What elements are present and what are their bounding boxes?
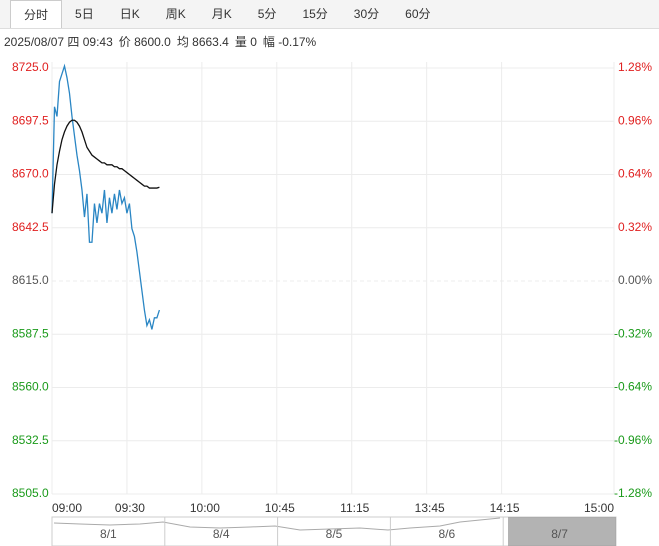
- y2-tick-label: -1.28%: [614, 486, 652, 500]
- tab[interactable]: 30分: [353, 7, 380, 21]
- tab[interactable]: 15分: [302, 7, 328, 21]
- navigator-sparkline: [53, 517, 501, 531]
- tab[interactable]: 分时: [10, 0, 63, 28]
- info-item: 幅 -0.17%: [262, 35, 317, 49]
- info-item: 2025/08/07 四 09:43: [4, 35, 113, 49]
- x-tick-label: 09:00: [52, 501, 82, 515]
- y-tick-label: 8505.0: [12, 486, 49, 500]
- y2-tick-label: -0.32%: [614, 326, 652, 340]
- y-tick-label: 8615.0: [12, 273, 49, 287]
- navigator-date: 8/7: [551, 527, 568, 541]
- x-tick-label: 13:45: [415, 501, 445, 515]
- y-tick-label: 8642.5: [12, 220, 49, 234]
- tab[interactable]: 月K: [211, 7, 232, 21]
- navigator-date: 8/5: [326, 527, 343, 541]
- y-tick-label: 8697.5: [12, 113, 49, 127]
- y-tick-label: 8587.5: [12, 326, 49, 340]
- info-item: 均 8663.4: [176, 35, 229, 49]
- x-tick-label: 10:00: [190, 501, 220, 515]
- info-line: 2025/08/07 四 09:43 价 8600.0 均 8663.4 量 0 幅 -…: [4, 33, 322, 50]
- tab[interactable]: 5日: [75, 7, 94, 21]
- y-tick-label: 8670.0: [12, 167, 49, 181]
- info-item: 价 8600.0: [118, 35, 171, 49]
- y-tick-label: 8725.0: [12, 60, 49, 74]
- tab[interactable]: 周K: [165, 7, 186, 21]
- y-tick-label: 8532.5: [12, 433, 49, 447]
- y2-tick-label: -0.96%: [614, 433, 652, 447]
- y2-tick-label: -0.64%: [614, 380, 652, 394]
- x-tick-label: 10:45: [265, 501, 295, 515]
- navigator-date: 8/4: [213, 527, 230, 541]
- y2-tick-label: 0.00%: [618, 273, 652, 287]
- x-tick-label: 15:00: [584, 501, 614, 515]
- info-item: 量 0: [234, 35, 257, 49]
- tab[interactable]: 60分: [405, 7, 431, 21]
- y2-tick-label: 0.32%: [618, 220, 652, 234]
- navigator-date: 8/6: [438, 527, 455, 541]
- price-line: [51, 119, 160, 214]
- x-tick-label: 09:30: [115, 501, 145, 515]
- navigator-selection[interactable]: [508, 517, 616, 546]
- y-tick-label: 8560.0: [12, 380, 49, 394]
- y2-tick-label: 0.64%: [618, 167, 652, 181]
- tab[interactable]: 5分: [257, 7, 277, 21]
- navigator-date: 8/1: [100, 527, 117, 541]
- y2-tick-label: 0.96%: [618, 113, 652, 127]
- x-tick-label: 14:15: [490, 501, 520, 515]
- x-tick-label: 11:15: [340, 501, 369, 515]
- price-line: [51, 63, 161, 330]
- y2-tick-label: 1.28%: [618, 60, 652, 74]
- tab[interactable]: 日K: [119, 7, 140, 21]
- tab-bar: 分时 5日 日K 周K 月K 5分 15分 30分 60分: [0, 0, 659, 29]
